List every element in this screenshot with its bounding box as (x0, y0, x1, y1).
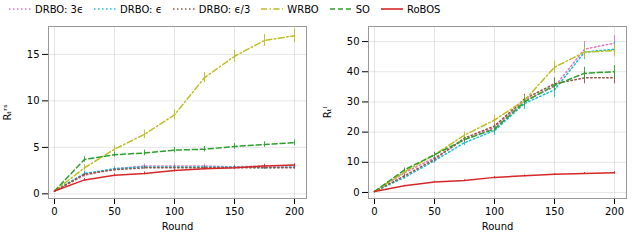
svg-text:200: 200 (605, 206, 624, 217)
svg-text:100: 100 (165, 206, 184, 217)
svg-text:30: 30 (347, 96, 360, 107)
svg-text:0: 0 (353, 187, 359, 198)
svg-text:15: 15 (27, 49, 40, 60)
svg-text:50: 50 (428, 206, 441, 217)
svg-text:5: 5 (33, 142, 39, 153)
svg-text:Rₜʳˢ: Rₜʳˢ (2, 104, 13, 120)
html-text:DRBO: 3ϵ: DRBO: 3ϵ (35, 3, 84, 15)
svg-text:10: 10 (27, 95, 40, 106)
svg-text:40: 40 (347, 66, 360, 77)
svg-text:Round: Round (482, 221, 514, 232)
html-text:RoBOS: RoBOS (406, 3, 441, 15)
svg-text:0: 0 (33, 188, 39, 199)
svg-text:200: 200 (285, 206, 304, 217)
svg-text:10: 10 (347, 156, 360, 167)
html-text:DRBO: ϵ/3: DRBO: ϵ/3 (198, 3, 251, 15)
html-text:SO: SO (355, 3, 370, 15)
svg-text:150: 150 (225, 206, 244, 217)
svg-text:20: 20 (347, 126, 360, 137)
html-text:DRBO: ϵ: DRBO: ϵ (120, 3, 162, 15)
svg-text:100: 100 (485, 206, 504, 217)
svg-text:150: 150 (545, 206, 564, 217)
svg-text:0: 0 (371, 206, 377, 217)
svg-text:0: 0 (51, 206, 57, 217)
svg-text:50: 50 (108, 206, 121, 217)
svg-text:50: 50 (347, 36, 360, 47)
html-text:WRBO: WRBO (287, 3, 319, 15)
svg-text:Round: Round (162, 221, 194, 232)
svg-text:Rₜˡ: Rₜˡ (322, 106, 333, 118)
